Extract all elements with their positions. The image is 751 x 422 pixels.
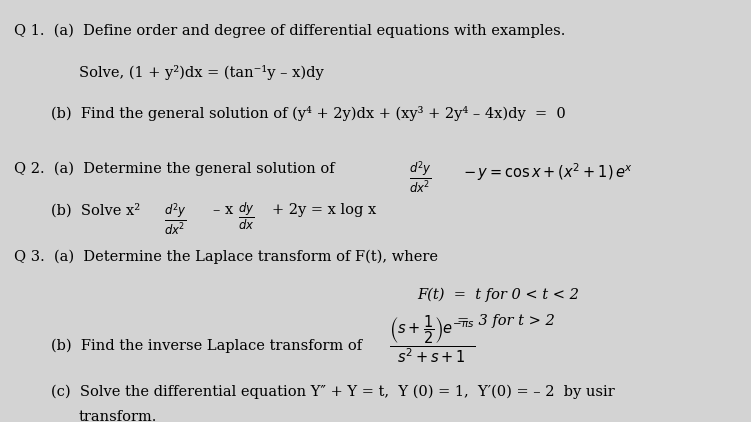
- Text: (b)  Find the inverse Laplace transform of: (b) Find the inverse Laplace transform o…: [51, 338, 362, 353]
- Text: $\frac{d^2y}{dx^2}$: $\frac{d^2y}{dx^2}$: [409, 159, 432, 195]
- Text: (b)  Find the general solution of (y⁴ + 2y)dx + (xy³ + 2y⁴ – 4x)dy  =  0: (b) Find the general solution of (y⁴ + 2…: [51, 106, 566, 122]
- Text: $\dfrac{\left(s+\dfrac{1}{2}\right)e^{-\pi s}}{s^2+s+1}$: $\dfrac{\left(s+\dfrac{1}{2}\right)e^{-\…: [389, 313, 475, 365]
- Text: =  3 for t > 2: = 3 for t > 2: [457, 314, 555, 328]
- Text: + 2y = x log x: + 2y = x log x: [272, 203, 376, 217]
- Text: F(t)  =  t for 0 < t < 2: F(t) = t for 0 < t < 2: [417, 288, 579, 302]
- Text: – x: – x: [213, 203, 233, 217]
- Text: Q 1.  (a)  Define order and degree of differential equations with examples.: Q 1. (a) Define order and degree of diff…: [14, 23, 565, 38]
- Text: transform.: transform.: [79, 410, 157, 422]
- Text: (c)  Solve the differential equation Y″ + Y = t,  Y (0) = 1,  Y′(0) = – 2  by us: (c) Solve the differential equation Y″ +…: [51, 385, 615, 399]
- Text: $\frac{d^2y}{dx^2}$: $\frac{d^2y}{dx^2}$: [164, 201, 186, 237]
- Text: $\frac{dy}{dx}$: $\frac{dy}{dx}$: [238, 201, 255, 233]
- Text: Q 2.  (a)  Determine the general solution of: Q 2. (a) Determine the general solution …: [14, 161, 334, 176]
- Text: $-\, y = \cos x + (x^2 + 1)\, e^x$: $-\, y = \cos x + (x^2 + 1)\, e^x$: [463, 161, 634, 183]
- Text: Q 3.  (a)  Determine the Laplace transform of F(t), where: Q 3. (a) Determine the Laplace transform…: [14, 250, 438, 264]
- Text: Solve, (1 + y²)dx = (tan⁻¹y – x)dy: Solve, (1 + y²)dx = (tan⁻¹y – x)dy: [79, 65, 324, 81]
- Text: (b)  Solve x²: (b) Solve x²: [51, 203, 140, 218]
